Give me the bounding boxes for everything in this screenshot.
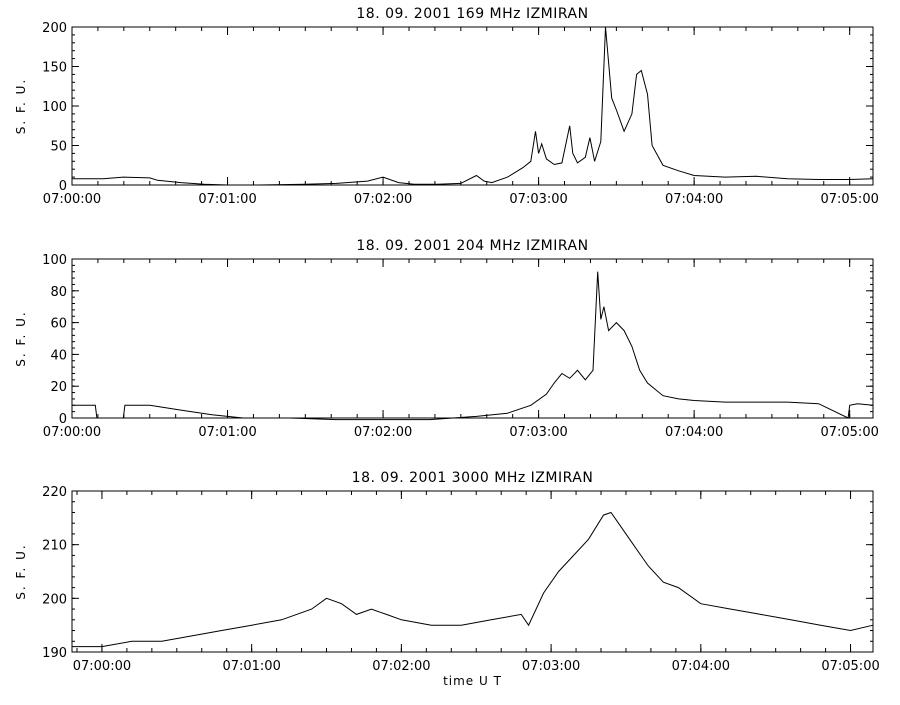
y-tick-label: 60 <box>50 317 67 332</box>
y-tick-label: 200 <box>42 21 67 36</box>
x-axis-label: time U T <box>443 674 502 688</box>
plot-frame-1 <box>71 26 874 186</box>
series-line-2 <box>72 271 874 421</box>
x-tick-label: 07:04:00 <box>665 192 723 207</box>
x-tick-label: 07:02:00 <box>354 192 412 207</box>
x-tick-label: 07:02:00 <box>354 425 412 440</box>
chart-title-2: 18. 09. 2001 204 MHz IZMIRAN <box>356 238 588 254</box>
y-tick-label: 210 <box>42 539 67 554</box>
chart-title-1: 18. 09. 2001 169 MHz IZMIRAN <box>356 6 588 22</box>
x-tick-label: 07:00:00 <box>73 659 131 674</box>
y-tick-label: 0 <box>59 179 67 194</box>
x-tick-label: 07:02:00 <box>372 659 430 674</box>
series-line-3 <box>72 511 874 648</box>
y-tick-label: 220 <box>42 485 67 500</box>
y-axis-label-2: S. F. U. <box>14 310 28 366</box>
x-tick-label: 07:03:00 <box>522 659 580 674</box>
x-tick-label: 07:03:00 <box>509 425 567 440</box>
y-tick-label: 200 <box>42 592 67 607</box>
y-tick-label: 80 <box>50 285 67 300</box>
x-tick-label: 07:04:00 <box>672 659 730 674</box>
x-tick-label: 07:05:00 <box>820 425 878 440</box>
y-axis-label-1: S. F. U. <box>14 78 28 134</box>
y-tick-label: 150 <box>42 61 67 76</box>
y-tick-label: 190 <box>42 646 67 661</box>
x-tick-label: 07:05:00 <box>820 192 878 207</box>
plot-frame-2 <box>71 258 874 419</box>
x-tick-label: 07:03:00 <box>509 192 567 207</box>
x-tick-label: 07:00:00 <box>43 425 101 440</box>
y-tick-label: 0 <box>59 412 67 427</box>
x-tick-label: 07:01:00 <box>222 659 280 674</box>
plot-frame-3 <box>71 490 874 653</box>
y-tick-label: 50 <box>50 140 67 155</box>
y-tick-label: 40 <box>50 348 67 363</box>
x-tick-label: 07:01:00 <box>198 425 256 440</box>
series-line-1 <box>72 26 874 186</box>
y-tick-label: 20 <box>50 380 67 395</box>
x-tick-label: 07:01:00 <box>198 192 256 207</box>
chart-title-3: 18. 09. 2001 3000 MHz IZMIRAN <box>352 470 594 486</box>
y-tick-label: 100 <box>42 100 67 115</box>
x-tick-label: 07:05:00 <box>821 659 879 674</box>
y-tick-label: 100 <box>42 253 67 268</box>
x-tick-label: 07:04:00 <box>665 425 723 440</box>
y-axis-label-3: S. F. U. <box>14 543 28 599</box>
x-tick-label: 07:00:00 <box>43 192 101 207</box>
